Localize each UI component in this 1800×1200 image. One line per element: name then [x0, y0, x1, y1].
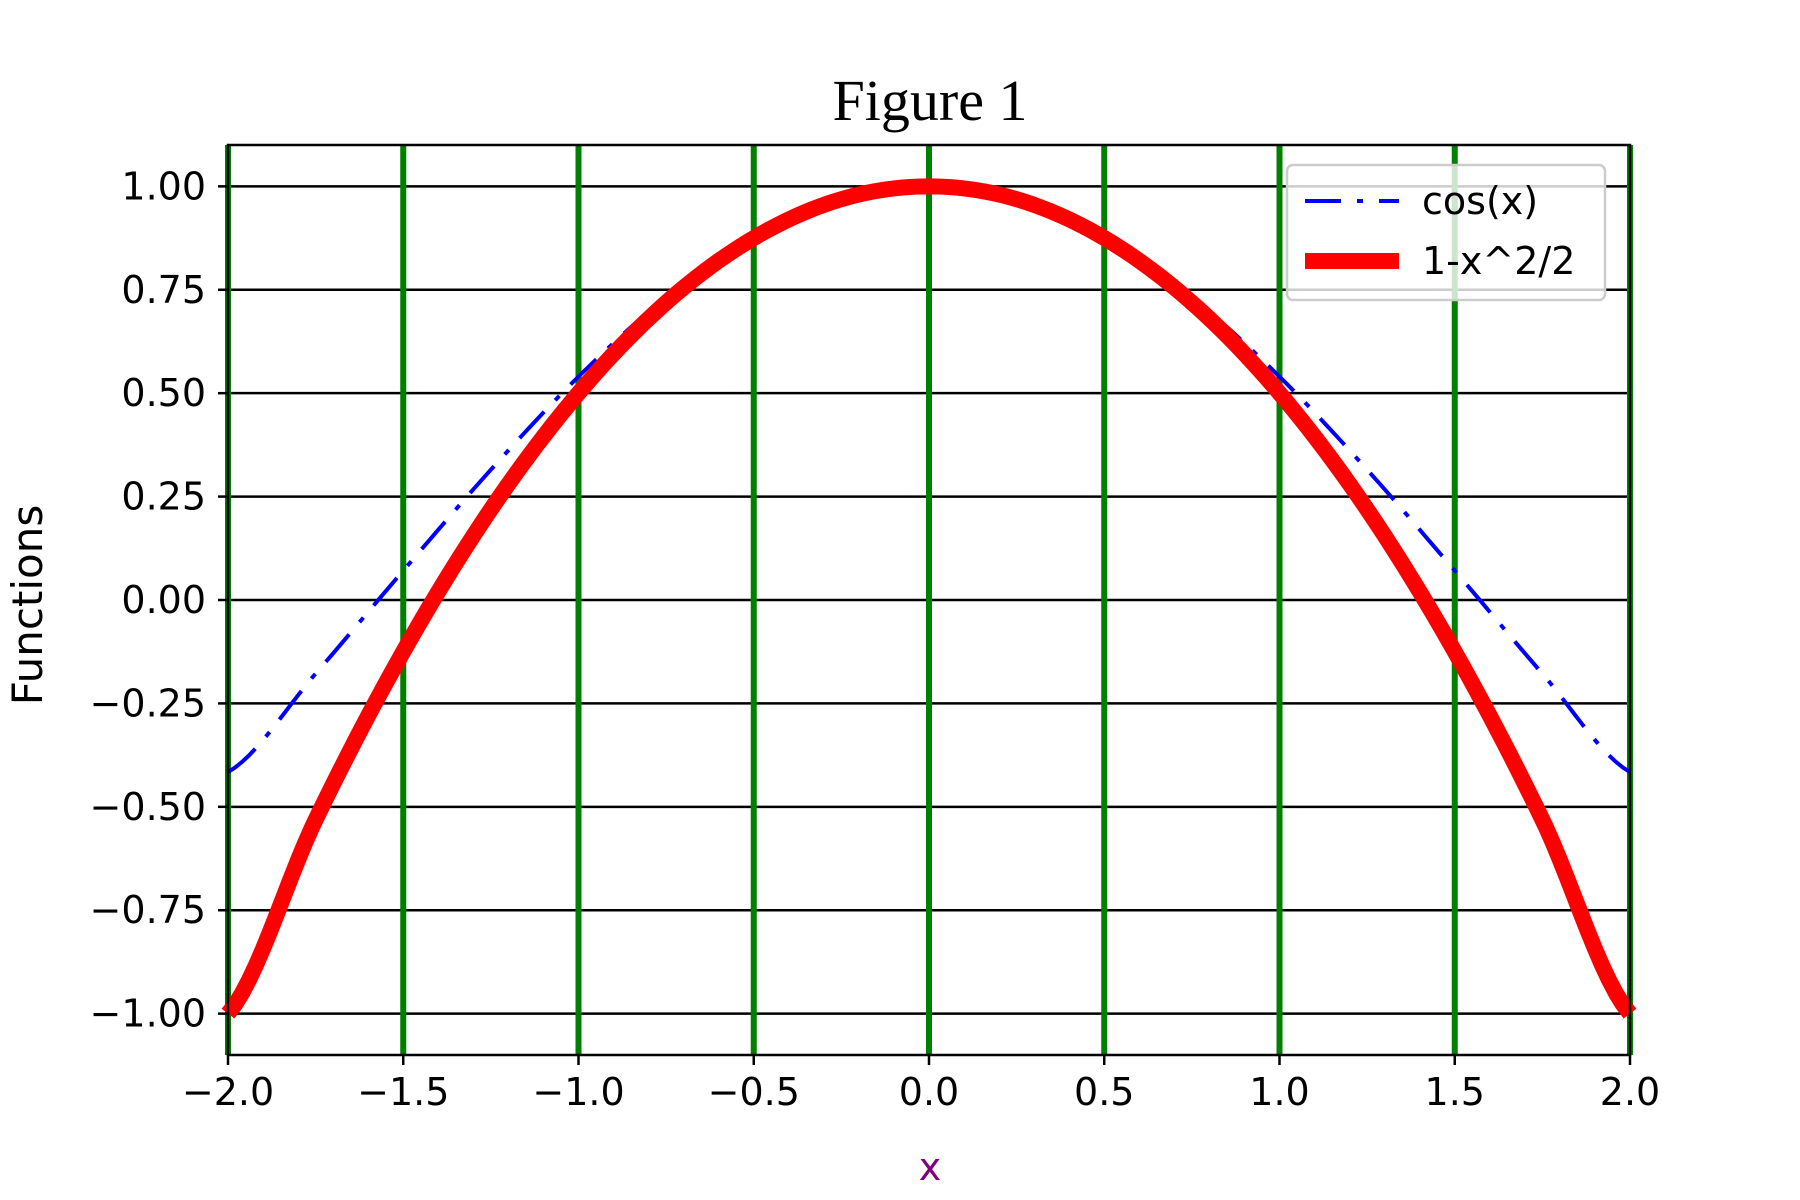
ticks-layer: −2.0 −1.5 −1.0 −0.5 0.0 0.5 1.0 1.5 2.0 1.00 0.75 0… [90, 164, 1661, 1114]
y-tick-label: 0.50 [121, 371, 206, 415]
x-tick-label: −0.5 [708, 1070, 800, 1114]
x-tick-label: −1.0 [532, 1070, 624, 1114]
y-tick-label: −0.75 [90, 888, 206, 932]
x-tick-label: 1.5 [1425, 1070, 1485, 1114]
series-layer [221, 178, 1637, 1019]
legend-label-taylor: 1-x^2/2 [1422, 239, 1575, 283]
y-tick-label: 0.00 [121, 578, 206, 622]
x-tick-label: −2.0 [182, 1070, 274, 1114]
x-tick-label: 1.0 [1249, 1070, 1309, 1114]
x-tick-label: 2.0 [1600, 1070, 1660, 1114]
x-axis-label: x [919, 1145, 942, 1189]
legend: cos(x) 1-x^2/2 [1285, 163, 1607, 302]
y-tick-label: −0.25 [90, 681, 206, 725]
x-tick-label: −1.5 [357, 1070, 449, 1114]
x-tick-label: 0.5 [1074, 1070, 1134, 1114]
y-axis-label: Functions [3, 505, 52, 706]
series-line-taylor [221, 178, 1637, 1019]
legend-label-cos: cos(x) [1422, 179, 1538, 223]
y-tick-label: −0.50 [90, 785, 206, 829]
x-tick-label: 0.0 [899, 1070, 959, 1114]
y-tick-label: −1.00 [90, 992, 206, 1036]
y-tick-label: 1.00 [121, 164, 206, 208]
y-tick-label: 0.25 [121, 475, 206, 519]
chart-title: Figure 1 [833, 68, 1028, 133]
y-tick-label: 0.75 [121, 268, 206, 312]
